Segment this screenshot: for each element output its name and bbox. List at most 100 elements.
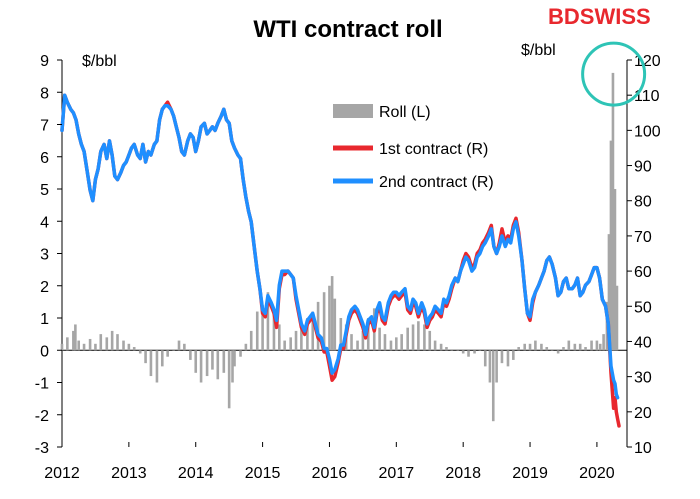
- roll-bar: [311, 311, 315, 351]
- roll-bar: [500, 350, 504, 364]
- roll-bar: [595, 340, 599, 351]
- roll-bar: [278, 324, 281, 351]
- roll-bar: [194, 350, 198, 373]
- roll-bar: [272, 311, 276, 351]
- right-tick-label: 40: [634, 334, 652, 351]
- left-tick-label: -3: [35, 440, 49, 457]
- right-tick-label: 80: [634, 194, 652, 211]
- right-tick-label: 100: [634, 123, 661, 140]
- roll-bar: [283, 340, 286, 351]
- roll-bar: [110, 330, 114, 351]
- roll-bar: [411, 324, 415, 351]
- left-tick-label: 4: [40, 214, 49, 231]
- roll-bar: [550, 350, 554, 351]
- roll-bar: [467, 350, 470, 357]
- roll-bar: [72, 330, 75, 351]
- roll-bar: [66, 337, 69, 351]
- roll-bar: [598, 343, 602, 351]
- roll-bar: [216, 350, 220, 380]
- roll-bar: [172, 350, 175, 351]
- roll-bar: [105, 337, 109, 351]
- left-tick-label: 7: [40, 118, 49, 135]
- roll-bar: [473, 350, 476, 354]
- roll-bar: [389, 340, 393, 351]
- series-line-1st-contract: [60, 93, 621, 428]
- x-tick-label: 2018: [445, 465, 481, 482]
- roll-bar: [590, 340, 593, 351]
- left-tick-label: 3: [40, 247, 49, 264]
- legend: Roll (L) 1st contract (R) 2nd contract (R): [333, 104, 494, 191]
- roll-bar: [512, 350, 515, 360]
- x-tick-label: 2014: [178, 465, 214, 482]
- brand-logo-swiss: SWISS: [580, 4, 651, 29]
- x-axis: 2012 2013 2014 2015 2016 2017 2018 2019 2020: [44, 442, 615, 482]
- roll-bar: [266, 292, 270, 351]
- right-tick-label: 10: [634, 440, 652, 457]
- right-axis-unit: $/bbl: [521, 42, 556, 59]
- roll-bar: [144, 350, 147, 364]
- roll-bar: [483, 350, 487, 367]
- roll-bar: [584, 347, 587, 351]
- roll-bar: [88, 338, 92, 351]
- x-tick-label: 2015: [245, 465, 281, 482]
- roll-bar: [149, 350, 153, 377]
- roll-bar: [138, 350, 142, 354]
- roll-bar: [573, 343, 577, 351]
- left-tick-label: -2: [35, 408, 49, 425]
- roll-bar: [222, 350, 226, 373]
- roll-bar: [450, 350, 454, 351]
- roll-bar: [132, 347, 136, 351]
- roll-bar: [328, 285, 331, 351]
- x-tick-label: 2020: [579, 465, 615, 482]
- x-tick-label: 2013: [111, 465, 147, 482]
- roll-bar: [562, 347, 565, 351]
- roll-bar: [383, 334, 387, 351]
- right-tick-label: 30: [634, 370, 652, 387]
- roll-bar: [613, 189, 617, 351]
- roll-bar: [602, 334, 605, 351]
- roll-bar: [578, 343, 582, 351]
- roll-bar: [82, 343, 86, 351]
- roll-bar: [160, 350, 164, 367]
- roll-bar: [545, 347, 549, 351]
- roll-bar: [60, 343, 64, 351]
- left-tick-label: -1: [35, 376, 49, 393]
- right-tick-label: 60: [634, 264, 652, 281]
- roll-bar: [333, 298, 337, 351]
- roll-bar: [456, 350, 460, 351]
- x-tick-label: 2019: [512, 465, 548, 482]
- brand-logo: BDSWISS: [548, 4, 651, 29]
- legend-label: Roll (L): [379, 104, 431, 121]
- roll-bar: [428, 330, 432, 351]
- roll-bar: [488, 350, 492, 383]
- roll-bar: [417, 321, 420, 351]
- roll-bar: [316, 301, 320, 351]
- roll-bar: [356, 340, 359, 351]
- x-tick-label: 2012: [44, 465, 80, 482]
- roll-bar: [177, 340, 181, 351]
- left-tick-label: 0: [40, 343, 49, 360]
- highlight-ring: [581, 41, 647, 107]
- roll-bar: [244, 343, 248, 351]
- brand-logo-text: BDSWISS: [548, 4, 651, 29]
- roll-bar: [211, 350, 214, 370]
- roll-bar: [423, 324, 426, 351]
- roll-bar: [495, 350, 498, 383]
- roll-bar: [491, 350, 495, 422]
- roll-bar: [227, 350, 231, 409]
- left-axis-unit: $/bbl: [82, 53, 117, 70]
- roll-bar: [528, 343, 532, 351]
- roll-bar: [122, 340, 125, 351]
- legend-swatch-roll: [333, 104, 373, 118]
- legend-label: 2nd contract (R): [379, 174, 494, 191]
- roll-bar: [77, 340, 81, 351]
- left-tick-label: 1: [40, 311, 49, 328]
- roll-bar: [189, 350, 192, 360]
- roll-bar: [350, 334, 353, 351]
- highlight-circle: [581, 41, 647, 107]
- roll-bar: [534, 340, 537, 351]
- x-tick-label: 2016: [312, 465, 348, 482]
- roll-bar: [261, 305, 264, 351]
- roll-bar: [116, 334, 119, 351]
